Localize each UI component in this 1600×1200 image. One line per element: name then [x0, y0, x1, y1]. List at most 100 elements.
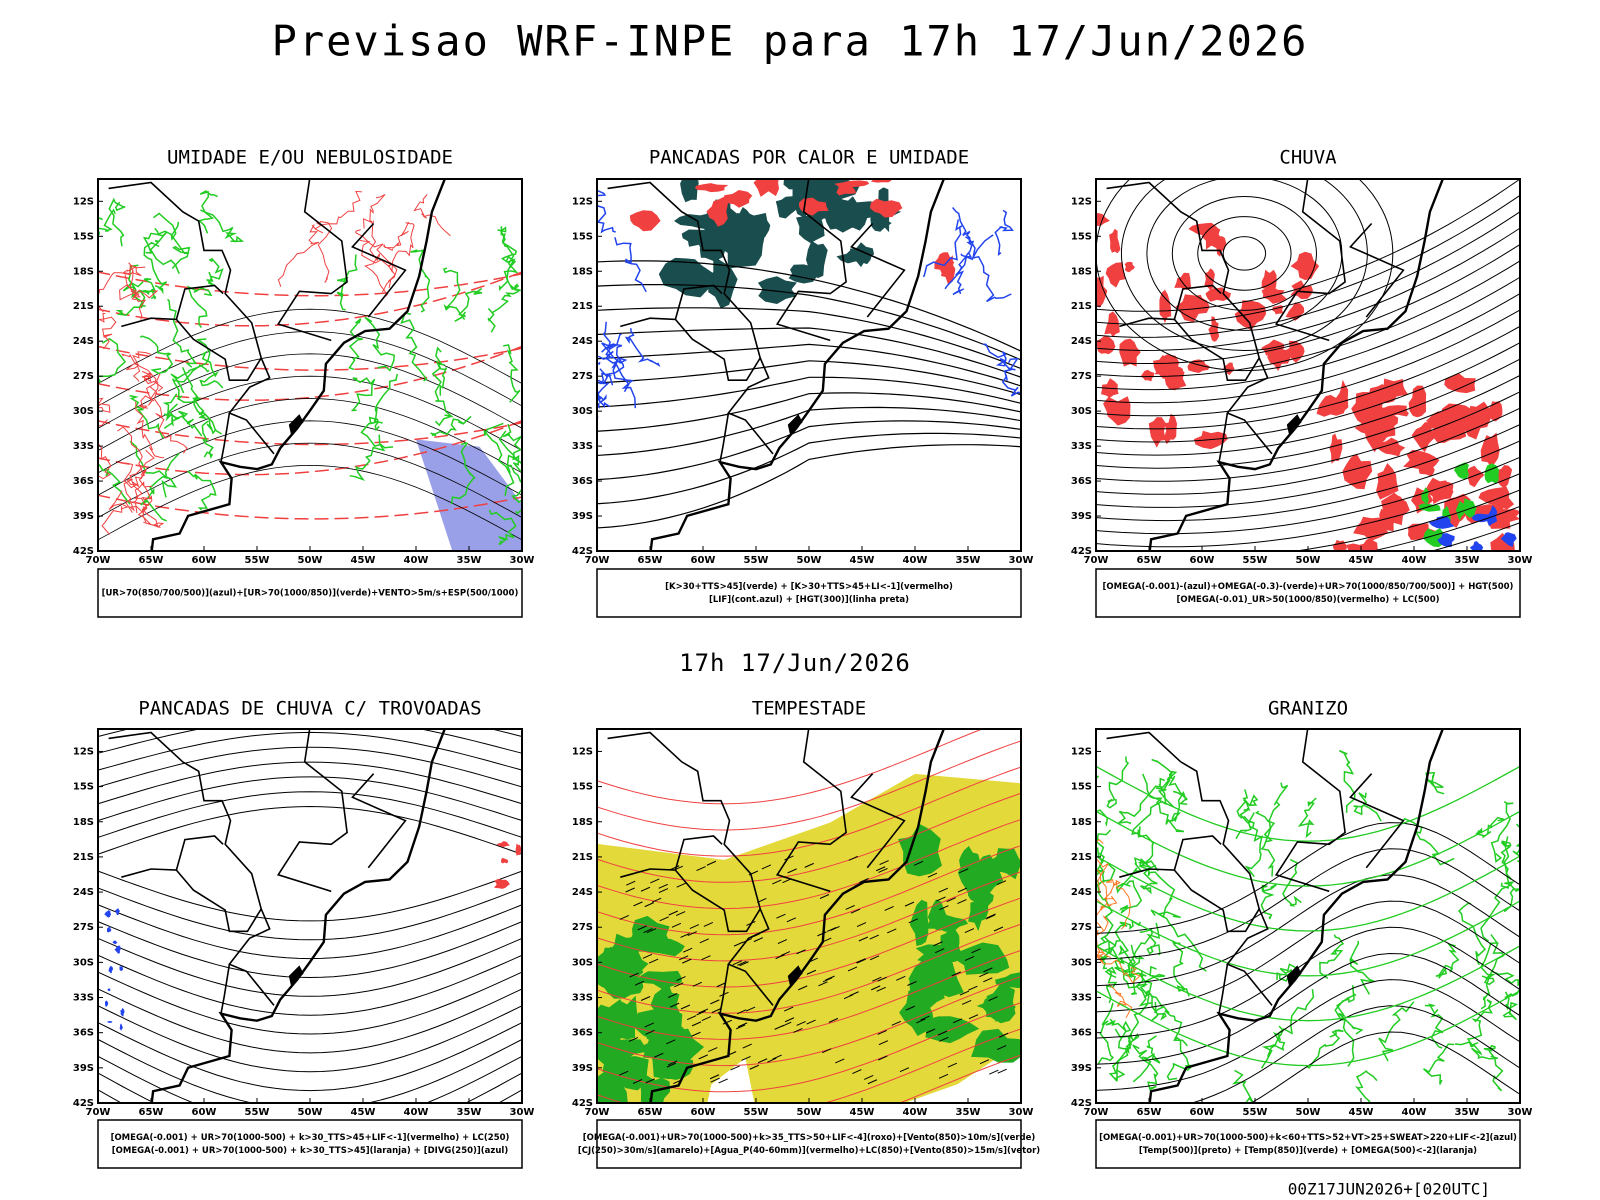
lat-tick-label: 18S: [572, 266, 593, 277]
lat-tick-label: 27S: [73, 922, 94, 933]
wind-vector: [632, 1079, 643, 1084]
shaded-area: [1408, 385, 1427, 418]
contour: [149, 386, 188, 454]
wind-vector: [998, 1032, 1009, 1038]
border: [674, 318, 761, 381]
shaded-area: [1437, 533, 1455, 547]
contour: [1138, 857, 1158, 895]
lat-tick-label: 39S: [1071, 511, 1092, 522]
lon-tick-label: 50W: [1296, 555, 1321, 566]
wind-vector: [796, 1020, 806, 1026]
contour: [1096, 374, 1520, 469]
contour: [488, 509, 517, 546]
contour: [98, 452, 131, 505]
lat-tick-label: 33S: [73, 441, 94, 452]
wind-vector: [780, 951, 791, 957]
lon-tick-label: 30W: [510, 1107, 535, 1118]
lat-tick-label: 36S: [572, 476, 593, 487]
lat-tick-label: 18S: [572, 817, 593, 828]
wind-vector: [887, 928, 897, 934]
shaded-area: [1103, 396, 1131, 426]
wind-vector: [964, 955, 975, 961]
contour: [1480, 881, 1515, 942]
wind-vector: [781, 1021, 792, 1027]
contour: [597, 923, 1021, 1014]
contour: [597, 897, 1021, 988]
legend-text: [OMEGA(-0.001) + UR>70(1000-500) + k>30_…: [112, 1146, 509, 1156]
contour: [1097, 863, 1116, 944]
wind-vector: [907, 981, 917, 986]
contour: [597, 420, 1021, 481]
contour: [1370, 505, 1520, 551]
contour: [1096, 829, 1112, 883]
wind-vector: [633, 901, 643, 907]
lon-tick-label: 35W: [1455, 555, 1480, 566]
panel-title: PANCADAS DE CHUVA C/ TROVOADAS: [138, 698, 481, 720]
lon-tick-label: 45W: [351, 555, 376, 566]
shaded-area: [870, 198, 903, 218]
contour: [1157, 911, 1207, 972]
lon-tick-label: 70W: [1084, 555, 1109, 566]
shaded-area: [1140, 369, 1155, 382]
coastline: [649, 729, 946, 1103]
contour: [1105, 1018, 1132, 1050]
shaded-area: [494, 878, 510, 889]
lon-tick-label: 30W: [510, 555, 535, 566]
wind-vector: [983, 977, 993, 983]
contour: [1096, 292, 1520, 404]
wind-vector: [819, 894, 830, 899]
shaded-area: [1487, 505, 1498, 527]
contour: [507, 464, 522, 515]
lon-tick-label: 55W: [744, 555, 769, 566]
border: [351, 222, 407, 318]
contour: [1500, 841, 1520, 913]
contour: [199, 350, 224, 389]
lon-tick-label: 60W: [192, 1107, 217, 1118]
contour: [1128, 970, 1150, 1049]
lat-tick-label: 33S: [572, 441, 593, 452]
panel-title: PANCADAS POR CALOR E UMIDADE: [649, 147, 969, 169]
lon-tick-label: 55W: [1243, 555, 1268, 566]
border: [175, 869, 262, 933]
wind-vector: [706, 860, 717, 866]
contour: [172, 363, 210, 401]
wind-vector: [737, 1022, 748, 1028]
wind-vector: [739, 961, 749, 967]
wind-vector: [634, 980, 645, 986]
map: [98, 179, 522, 551]
lat-tick-label: 24S: [1071, 336, 1092, 347]
wind-vector: [878, 1055, 888, 1061]
shaded-area: [1342, 453, 1373, 490]
wind-vector: [629, 972, 639, 978]
shaded-area: [1424, 477, 1454, 505]
shaded-area: [1329, 433, 1343, 464]
lon-tick-label: 35W: [1455, 1107, 1480, 1118]
wind-vector: [745, 1006, 756, 1012]
contour: [98, 262, 131, 313]
contour: [98, 1055, 522, 1103]
contour: [122, 264, 146, 288]
legend-text: [LIF](cont.azul) + [HGT(300)](linha pret…: [709, 595, 909, 605]
lon-tick-label: 50W: [298, 555, 323, 566]
contour: [98, 419, 112, 480]
contour: [383, 221, 410, 251]
wind-vector: [957, 899, 967, 905]
shaded-area: [799, 197, 829, 216]
contour: [1435, 943, 1460, 979]
wind-vector: [938, 1073, 949, 1079]
contour: [498, 430, 522, 473]
lat-tick-label: 24S: [572, 336, 593, 347]
wind-vector: [904, 901, 915, 907]
wind-vector: [668, 993, 678, 998]
contour: [1096, 848, 1520, 960]
wind-vector: [696, 1010, 706, 1016]
contour: [98, 308, 522, 385]
wind-vector: [796, 949, 806, 955]
shaded-area: [971, 1028, 1021, 1063]
wind-vector: [867, 1079, 878, 1085]
wind-vector: [847, 966, 858, 972]
wind-vector: [676, 976, 686, 981]
wind-vector: [736, 1009, 747, 1015]
wind-vector: [687, 931, 697, 936]
wind-vector: [783, 1006, 794, 1012]
